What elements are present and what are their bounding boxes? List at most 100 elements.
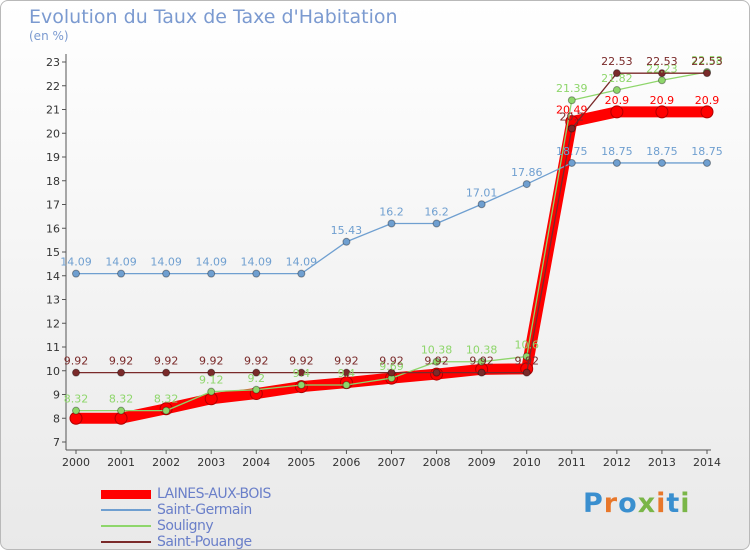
data-label: 14.09: [195, 256, 227, 269]
data-label: 9.4: [293, 367, 311, 380]
x-tick-label: 2011: [558, 456, 586, 469]
data-label: 17.01: [466, 186, 498, 199]
legend-label: Saint-Pouange: [157, 534, 252, 550]
data-point: [432, 219, 441, 228]
data-point: [610, 105, 624, 119]
data-label: 9.92: [109, 355, 134, 368]
data-point: [657, 69, 666, 78]
data-point: [567, 96, 576, 105]
y-tick-label: 23: [46, 56, 60, 69]
data-point: [655, 105, 669, 119]
logo-letter: P: [583, 488, 604, 519]
data-label: 18.75: [601, 145, 633, 158]
data-label: 9.12: [199, 374, 224, 387]
data-point: [252, 368, 261, 377]
legend-item: Saint-Pouange: [101, 534, 271, 550]
data-point: [703, 158, 711, 167]
data-point: [432, 357, 441, 366]
data-label: 10.38: [466, 344, 498, 357]
data-label: 8.32: [109, 393, 134, 406]
y-tick-label: 11: [46, 341, 60, 354]
logo-letter: t: [666, 488, 681, 519]
data-label: 17.86: [511, 166, 543, 179]
data-point: [522, 368, 531, 377]
data-point: [117, 406, 126, 415]
logo-letter: o: [618, 488, 638, 519]
data-label: 15.43: [331, 224, 363, 237]
data-point: [612, 69, 621, 78]
data-label: 8.32: [154, 393, 179, 406]
data-point: [162, 368, 171, 377]
data-point: [162, 406, 171, 415]
data-label: 9.92: [289, 355, 314, 368]
logo-letter: i: [680, 488, 691, 519]
legend-label: LAINES-AUX-BOIS: [157, 486, 271, 502]
legend-item: Souligny: [101, 518, 271, 534]
data-point: [342, 381, 351, 389]
data-point: [252, 269, 261, 278]
x-tick-label: 2003: [197, 456, 225, 469]
data-label: 9.92: [424, 355, 449, 368]
x-tick-label: 2012: [603, 456, 631, 469]
data-point: [117, 269, 126, 278]
data-point: [342, 237, 351, 246]
data-point: [387, 219, 396, 228]
data-point: [567, 124, 576, 133]
chart-data-labels: 20.49 20.9 20.9 20.9 14.09 14.09 14.09 14.09 14.…: [60, 54, 723, 406]
data-label: 8.32: [64, 393, 89, 406]
data-label: 14.09: [241, 256, 273, 269]
data-label: 9.92: [469, 355, 494, 368]
data-point: [117, 368, 126, 377]
data-point: [207, 269, 216, 278]
chart-unit: (en %): [29, 29, 69, 43]
data-point: [612, 86, 621, 95]
data-point: [207, 368, 216, 377]
data-label: 9.69: [379, 360, 404, 373]
x-tick-label: 2008: [423, 456, 451, 469]
data-point: [657, 158, 666, 167]
y-tick-label: 20: [46, 127, 60, 140]
x-tick-label: 2005: [287, 456, 315, 469]
legend-swatch: [101, 541, 151, 543]
x-tick-label: 2013: [648, 456, 676, 469]
data-point: [297, 381, 306, 389]
data-label: 9.92: [334, 355, 359, 368]
chart-title: Evolution du Taux de Taxe d'Habitation: [29, 6, 398, 28]
y-tick-label: 21: [46, 104, 60, 117]
data-point: [72, 406, 80, 415]
data-label: 21.39: [556, 82, 588, 95]
logo-letter: x: [637, 488, 657, 519]
y-tick-label: 10: [46, 365, 60, 378]
y-tick-label: 7: [53, 436, 60, 449]
y-tick-label: 22: [46, 80, 60, 93]
legend-swatch: [101, 489, 151, 499]
data-label: 14.09: [150, 256, 182, 269]
y-tick-label: 16: [46, 222, 60, 235]
logo-letter: i: [656, 488, 667, 519]
x-tick-label: 2006: [332, 456, 360, 469]
data-label: 20.9: [650, 94, 675, 107]
data-point: [297, 269, 306, 278]
data-label: 22.53: [691, 55, 723, 68]
data-label: 14.09: [105, 256, 137, 269]
data-point: [522, 180, 531, 189]
data-label: 9.92: [154, 355, 179, 368]
data-point: [72, 368, 80, 377]
legend-item: Saint-Germain: [101, 502, 271, 518]
legend: LAINES-AUX-BOIS Saint-Germain Souligny Sain…: [101, 486, 271, 550]
y-tick-label: 14: [46, 270, 60, 283]
y-tick-label: 13: [46, 294, 60, 307]
data-label: 20.9: [605, 94, 630, 107]
logo-letter: r: [603, 488, 619, 519]
y-tick-label: 15: [46, 246, 60, 259]
data-label: 9.92: [379, 355, 404, 368]
data-point: [477, 357, 486, 366]
data-point: [342, 368, 351, 377]
data-point: [657, 76, 666, 85]
proxiti-logo: Proxiti: [583, 488, 691, 519]
data-label: 22.53: [646, 55, 678, 68]
legend-item: LAINES-AUX-BOIS: [101, 486, 271, 502]
x-tick-label: 2004: [242, 456, 270, 469]
